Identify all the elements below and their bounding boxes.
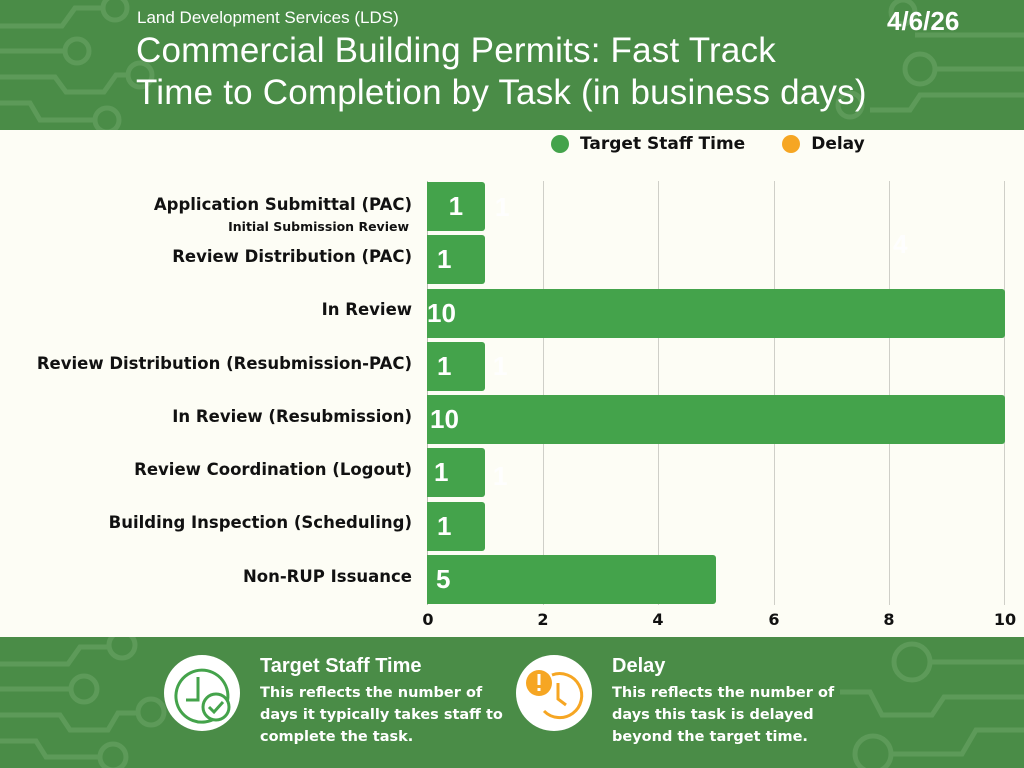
bar-target: 1 xyxy=(427,342,485,391)
x-tick: 2 xyxy=(537,610,549,629)
bar-target: 1 xyxy=(427,448,485,497)
row-label: Review Distribution (PAC) xyxy=(172,247,412,266)
circuit-pattern-left xyxy=(0,0,155,130)
bar-value: 5 xyxy=(436,564,451,594)
page-title: Commercial Building Permits: Fast Track … xyxy=(136,30,867,114)
bar-target: 5 xyxy=(427,555,716,604)
explainer-description: This reflects the number of days this ta… xyxy=(612,685,835,745)
clock-check-icon xyxy=(164,655,240,731)
legend-item-target: Target Staff Time xyxy=(551,134,745,154)
header-banner: Land Development Services (LDS) Commerci… xyxy=(0,0,1024,130)
clock-alert-icon xyxy=(516,655,592,731)
bar-chart-plot: 1 1 1 4 10 1 1 10 1 1 1 5 xyxy=(427,181,1005,605)
bar-value: 1 xyxy=(434,457,449,487)
row-label: Review Distribution (Resubmission-PAC) xyxy=(36,354,412,373)
faint-delay-label: 1 xyxy=(495,192,510,222)
x-tick: 0 xyxy=(422,610,434,629)
delay-dot-icon xyxy=(782,135,801,153)
row-label: Review Coordination (Logout) xyxy=(134,460,412,479)
explainer-title: Target Staff Time xyxy=(260,655,422,677)
title-line-2: Time to Completion by Task (in business … xyxy=(136,73,867,112)
chart-legend: Target Staff Time Delay xyxy=(551,132,902,156)
bar-target: 10 xyxy=(427,289,1005,338)
row-label: Application Submittal (PAC) xyxy=(153,195,412,214)
footer-banner xyxy=(0,637,1024,768)
circuit-pattern-right xyxy=(835,0,1024,120)
legend-label: Target Staff Time xyxy=(580,134,746,154)
circuit-pattern-right xyxy=(840,641,1024,768)
y-axis-line xyxy=(427,181,428,605)
x-tick: 10 xyxy=(993,610,1017,629)
bar-value: 1 xyxy=(437,244,452,274)
explainer-description: This reflects the number of days it typi… xyxy=(260,685,503,745)
x-tick: 6 xyxy=(768,610,780,629)
gridline-2 xyxy=(542,181,544,605)
gridline-10 xyxy=(1004,181,1005,605)
row-label: In Review xyxy=(321,300,412,319)
faint-delay-label: 1 xyxy=(493,351,508,381)
bar-target: 1 xyxy=(427,502,485,551)
bar-value: 1 xyxy=(448,191,464,221)
report-date: 4/6/26 xyxy=(887,6,960,36)
title-line-1: Commercial Building Permits: Fast Track xyxy=(136,31,776,70)
x-tick: 8 xyxy=(883,610,895,629)
gridline-8 xyxy=(889,181,891,605)
footer-target-explainer: Target Staff Time This reflects the numb… xyxy=(164,655,510,748)
bar-value: 10 xyxy=(427,298,456,328)
row-label: In Review (Resubmission) xyxy=(172,407,412,426)
bar-target: 1 xyxy=(427,235,485,284)
explainer-text: Target Staff Time This reflects the numb… xyxy=(260,655,510,748)
legend-item-delay: Delay xyxy=(782,134,865,154)
faint-delay-label: 1 xyxy=(493,461,508,491)
row-label: Building Inspection (Scheduling) xyxy=(108,513,412,532)
faint-delay-label: 4 xyxy=(893,229,908,259)
bar-target: 10 xyxy=(427,395,1005,444)
bar-target: 1 xyxy=(427,182,485,231)
bar-value: 1 xyxy=(437,351,452,381)
target-dot-icon xyxy=(551,135,569,153)
org-subtitle: Land Development Services (LDS) xyxy=(137,8,399,27)
explainer-title: Delay xyxy=(612,655,666,677)
x-tick: 4 xyxy=(652,610,664,629)
bar-value: 10 xyxy=(430,404,459,434)
gridline-4 xyxy=(658,181,660,605)
circuit-pattern-left xyxy=(0,637,167,768)
row-label: Non-RUP Issuance xyxy=(242,567,412,586)
legend-label: Delay xyxy=(811,134,865,154)
gridline-6 xyxy=(773,181,775,605)
bar-value: 1 xyxy=(437,511,452,541)
explainer-text: Delay This reflects the number of days t… xyxy=(612,655,862,748)
row-sublabel: Initial Submission Review xyxy=(228,219,409,234)
footer-delay-explainer: Delay This reflects the number of days t… xyxy=(516,655,862,748)
